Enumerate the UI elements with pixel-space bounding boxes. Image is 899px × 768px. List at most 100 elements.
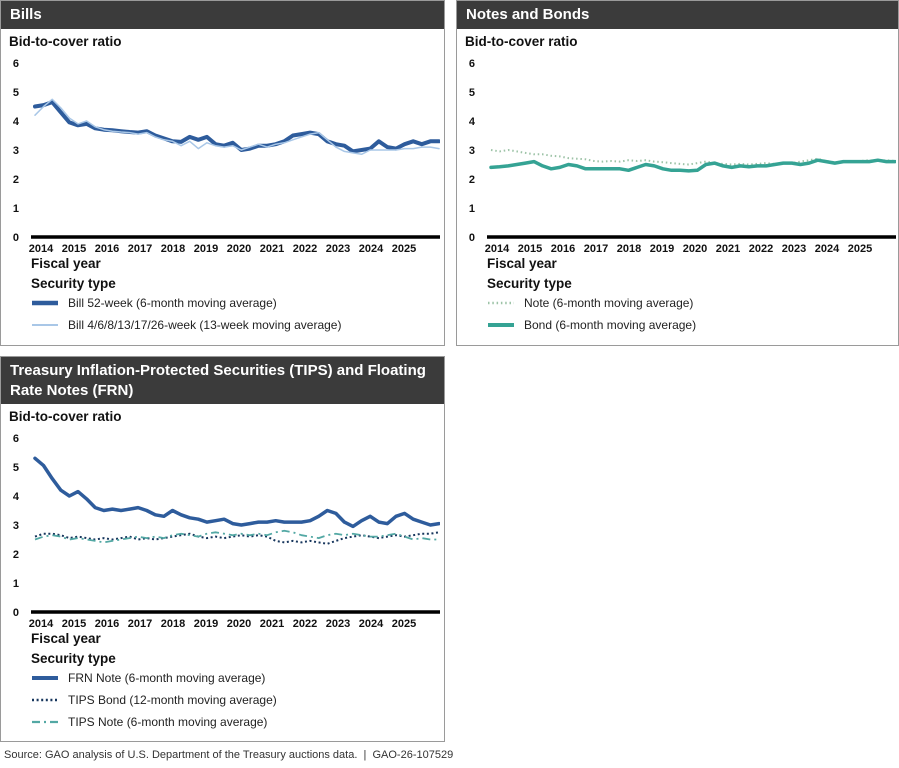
- svg-text:4: 4: [469, 116, 476, 128]
- svg-text:2015: 2015: [62, 243, 86, 255]
- legend-item-bill-52-week: Bill 52-week (6-month moving average): [31, 296, 444, 310]
- bills-y-axis-title: Bid-to-cover ratio: [9, 33, 122, 49]
- svg-text:0: 0: [13, 232, 19, 244]
- tips-line-chart: 6 5 4 3 2 1 0 2014 2015 2016 2017 2018 2019 2020 2021 2…: [13, 433, 440, 630]
- legend-label: TIPS Note (6-month moving average): [68, 715, 268, 729]
- legend-item-note: Note (6-month moving average): [487, 296, 898, 310]
- svg-text:2022: 2022: [749, 243, 773, 255]
- svg-text:2018: 2018: [161, 618, 185, 630]
- svg-text:2020: 2020: [683, 243, 707, 255]
- tips-legend: FRN Note (6-month moving average) TIPS B…: [1, 671, 444, 729]
- legend-label: TIPS Bond (12-month moving average): [68, 693, 277, 707]
- svg-text:3: 3: [13, 145, 19, 157]
- svg-text:2016: 2016: [551, 243, 575, 255]
- svg-text:4: 4: [13, 491, 20, 503]
- svg-text:2016: 2016: [95, 243, 119, 255]
- solid-thick-line-swatch-icon: [488, 322, 514, 327]
- svg-text:2021: 2021: [260, 243, 284, 255]
- svg-text:2019: 2019: [194, 243, 218, 255]
- dotted-line-swatch-icon: [488, 301, 514, 304]
- source-note: Source: GAO analysis of U.S. Department …: [4, 749, 454, 761]
- bills-line-chart: 6 5 4 3 2 1 0 2014 2015 2016 2017 2018 2019 2020 2021 2…: [13, 58, 440, 255]
- svg-text:4: 4: [13, 116, 20, 128]
- dotted-line-swatch-icon: [32, 698, 58, 702]
- bills-x-axis-title: Fiscal year: [31, 255, 101, 271]
- svg-text:2022: 2022: [293, 243, 317, 255]
- legend-label: Note (6-month moving average): [524, 295, 694, 310]
- svg-text:2019: 2019: [650, 243, 674, 255]
- svg-text:1: 1: [469, 203, 475, 215]
- svg-text:2: 2: [469, 174, 475, 186]
- notes-x-axis-title: Fiscal year: [487, 255, 557, 271]
- svg-text:3: 3: [469, 145, 475, 157]
- svg-text:2019: 2019: [194, 618, 218, 630]
- svg-text:2025: 2025: [392, 618, 416, 630]
- svg-text:2017: 2017: [128, 243, 152, 255]
- svg-text:2021: 2021: [716, 243, 740, 255]
- legend-label: Bill 52-week (6-month moving average): [68, 295, 277, 310]
- notes-and-bonds-panel: Notes and Bonds Bid-to-cover ratio 6 5 4 3 2…: [456, 0, 899, 346]
- svg-text:2016: 2016: [95, 618, 119, 630]
- svg-text:5: 5: [469, 87, 475, 99]
- bills-legend: Bill 52-week (6-month moving average) Bi…: [1, 296, 444, 332]
- svg-text:2020: 2020: [227, 243, 251, 255]
- legend-item-frn-note: FRN Note (6-month moving average): [31, 671, 444, 685]
- tips-x-axis-title: Fiscal year: [31, 631, 101, 646]
- solid-thin-line-swatch-icon: [32, 323, 58, 326]
- svg-text:2017: 2017: [128, 618, 152, 630]
- svg-text:3: 3: [13, 520, 19, 532]
- svg-text:1: 1: [13, 578, 19, 590]
- solid-thick-line-swatch-icon: [32, 300, 58, 305]
- notes-y-axis-title: Bid-to-cover ratio: [465, 33, 578, 49]
- legend-item-bill-short-term: Bill 4/6/8/13/17/26-week (13-week moving…: [31, 318, 444, 332]
- tips-frn-panel: Treasury Inflation-Protected Securities …: [0, 356, 445, 742]
- legend-item-tips-bond: TIPS Bond (12-month moving average): [31, 693, 444, 707]
- svg-text:2023: 2023: [326, 618, 350, 630]
- svg-text:1: 1: [13, 203, 19, 215]
- svg-text:2018: 2018: [617, 243, 641, 255]
- svg-text:2015: 2015: [518, 243, 542, 255]
- svg-text:0: 0: [469, 232, 475, 244]
- svg-text:5: 5: [13, 462, 19, 474]
- solid-thick-line-swatch-icon: [32, 676, 58, 680]
- notes-panel-title: Notes and Bonds: [457, 1, 898, 29]
- legend-label: FRN Note (6-month moving average): [68, 671, 266, 685]
- legend-label: Bill 4/6/8/13/17/26-week (13-week moving…: [68, 317, 342, 332]
- svg-text:2: 2: [13, 174, 19, 186]
- bills-panel-title: Bills: [1, 1, 444, 29]
- svg-text:2018: 2018: [161, 243, 185, 255]
- svg-text:2023: 2023: [782, 243, 806, 255]
- svg-text:5: 5: [13, 87, 19, 99]
- svg-text:2025: 2025: [848, 243, 872, 255]
- svg-text:2020: 2020: [227, 618, 251, 630]
- svg-text:2024: 2024: [359, 618, 384, 630]
- notes-legend: Note (6-month moving average) Bond (6-mo…: [457, 296, 898, 332]
- svg-text:2014: 2014: [29, 618, 54, 630]
- svg-text:2024: 2024: [815, 243, 840, 255]
- notes-legend-title: Security type: [487, 275, 572, 291]
- svg-text:2022: 2022: [293, 618, 317, 630]
- tips-panel-title: Treasury Inflation-Protected Securities …: [1, 357, 444, 404]
- svg-text:2017: 2017: [584, 243, 608, 255]
- bills-legend-title: Security type: [31, 275, 116, 291]
- tips-y-axis-title: Bid-to-cover ratio: [9, 409, 122, 424]
- svg-text:6: 6: [13, 433, 19, 445]
- svg-text:2025: 2025: [392, 243, 416, 255]
- svg-text:2024: 2024: [359, 243, 384, 255]
- legend-item-bond: Bond (6-month moving average): [487, 318, 898, 332]
- svg-text:2015: 2015: [62, 618, 86, 630]
- legend-item-tips-note: TIPS Note (6-month moving average): [31, 715, 444, 729]
- svg-text:6: 6: [13, 58, 19, 70]
- svg-text:2: 2: [13, 549, 19, 561]
- bills-panel: Bills Bid-to-cover ratio 6 5 4 3 2 1 0 2014 2015…: [0, 0, 445, 346]
- svg-text:0: 0: [13, 607, 19, 619]
- svg-text:2023: 2023: [326, 243, 350, 255]
- tips-legend-title: Security type: [31, 651, 116, 666]
- notes-line-chart: 6 5 4 3 2 1 0 2014 2015 2016 2017 2018 2019 2020 2021 2…: [469, 58, 896, 255]
- svg-text:6: 6: [469, 58, 475, 70]
- svg-text:2021: 2021: [260, 618, 284, 630]
- svg-text:2014: 2014: [29, 243, 54, 255]
- svg-text:2014: 2014: [485, 243, 510, 255]
- legend-label: Bond (6-month moving average): [524, 317, 697, 332]
- dashed-line-swatch-icon: [32, 720, 58, 724]
